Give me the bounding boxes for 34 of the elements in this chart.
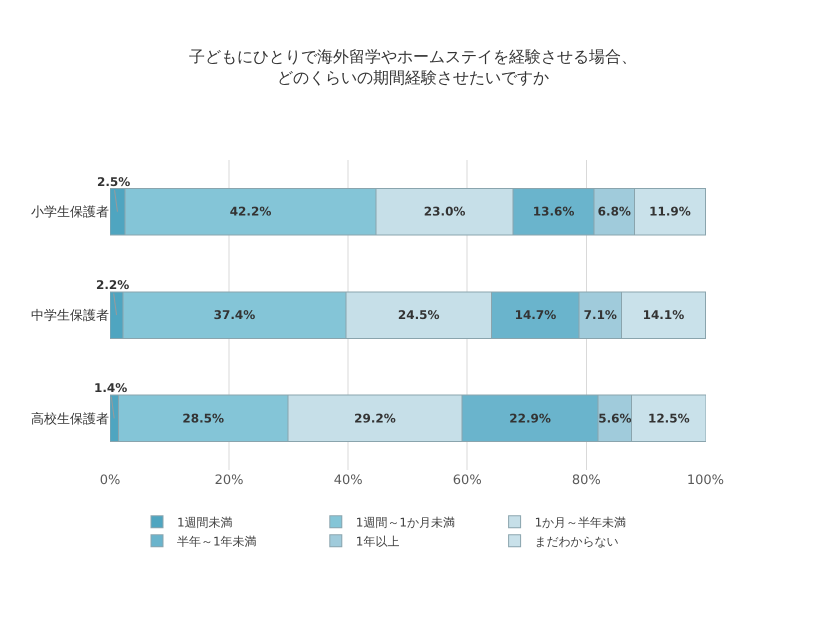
- legend-label: 1年以上: [356, 534, 400, 548]
- data-label: 22.9%: [509, 411, 551, 426]
- data-label: 29.2%: [354, 411, 396, 426]
- data-label: 2.5%: [97, 175, 130, 189]
- legend-label: 1か月～半年未満: [534, 515, 626, 530]
- y-tick-label: 中学生保護者: [31, 308, 109, 324]
- data-label: 28.5%: [182, 411, 224, 426]
- y-tick-label: 小学生保護者: [31, 205, 109, 220]
- data-label: 5.6%: [598, 411, 632, 426]
- data-label: 13.6%: [532, 204, 574, 219]
- data-label: 24.5%: [398, 308, 440, 322]
- x-tick-label: 80%: [572, 473, 601, 488]
- y-tick-label: 高校生保護者: [31, 410, 109, 427]
- data-label: 14.7%: [514, 308, 556, 322]
- chart-title: 子どもにひとりで海外留学やホームステイを経験させる場合、どのくらいの期間経験させたいですか: [189, 47, 637, 87]
- data-label: 23.0%: [424, 204, 466, 219]
- x-tick-label: 40%: [334, 473, 363, 488]
- data-label: 37.4%: [214, 308, 256, 322]
- data-label: 12.5%: [648, 411, 690, 426]
- legend-label: 1週間未満: [177, 515, 233, 530]
- x-tick-label: 0%: [100, 473, 120, 488]
- legend-label: 半年～1年未満: [177, 534, 257, 548]
- data-label: 2.2%: [96, 278, 130, 292]
- x-tick-label: 20%: [214, 473, 244, 488]
- data-label: 11.9%: [649, 204, 691, 219]
- legend-label: まだわからない: [534, 534, 619, 548]
- data-label: 7.1%: [584, 308, 617, 322]
- data-label: 14.1%: [642, 308, 684, 322]
- data-label: 1.4%: [94, 381, 128, 395]
- x-tick-label: 100%: [686, 473, 724, 488]
- data-label: 42.2%: [230, 204, 272, 219]
- data-label: 6.8%: [598, 204, 631, 219]
- legend-label: 1週間～1か月未満: [356, 515, 456, 530]
- x-tick-label: 60%: [452, 473, 482, 488]
